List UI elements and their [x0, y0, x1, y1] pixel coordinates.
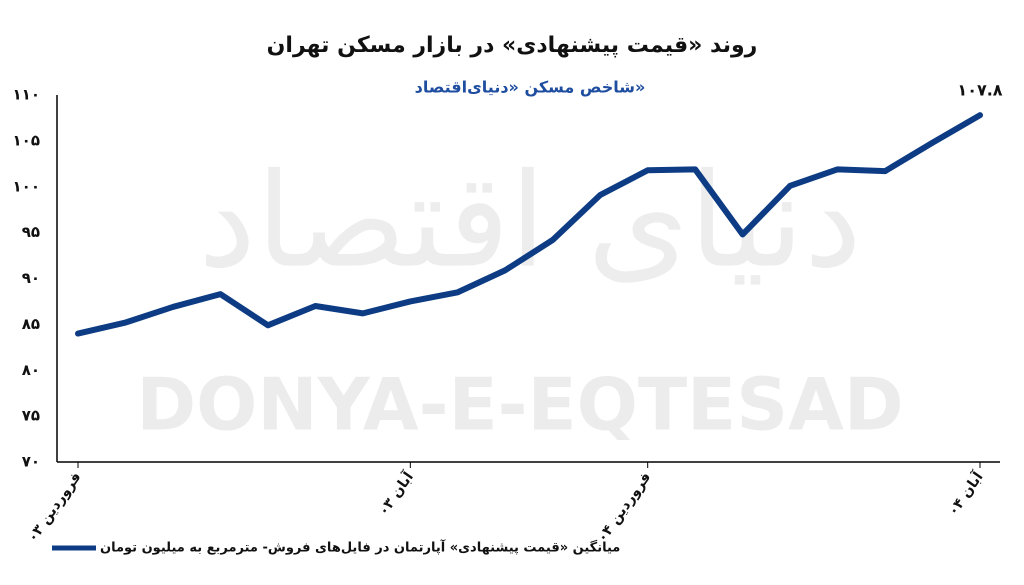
data-label: ۱۰۷.۸ [957, 81, 1002, 100]
y-tick-label: ۸۰ [22, 361, 40, 379]
chart-subtitle: شاخص مسکن «دنیای‌اقتصاد» [415, 78, 646, 97]
x-tick-label: فروردین ۰۴ [594, 469, 654, 545]
y-tick-label: ۸۵ [22, 315, 40, 333]
y-tick-label: ۱۰۵ [13, 131, 40, 149]
y-tick-label: ۷۰ [22, 453, 40, 471]
y-tick-label: ۹۰ [22, 269, 40, 287]
x-tick-label: آبان ۰۴ [944, 467, 988, 519]
chart-title: روند «قیمت پیشنهادی» در بازار مسکن تهران [267, 33, 758, 58]
legend-label: میانگین «قیمت پیشنهادی» آپارتمان در فایل… [100, 539, 620, 556]
y-tick-label: ۹۵ [22, 223, 40, 241]
line [75, 112, 983, 337]
x-tick-label: فروردین ۰۳ [25, 469, 85, 545]
x-tick-label: آبان ۰۳ [374, 467, 418, 519]
watermark-fa: دنیای اقتصاد [198, 145, 862, 297]
y-tick-label: ۷۵ [22, 407, 40, 425]
y-tick-label: ۱۱۰ [13, 86, 40, 104]
y-tick-label: ۱۰۰ [13, 177, 40, 195]
watermark: DONYA-E-EQTESAD [136, 363, 903, 447]
